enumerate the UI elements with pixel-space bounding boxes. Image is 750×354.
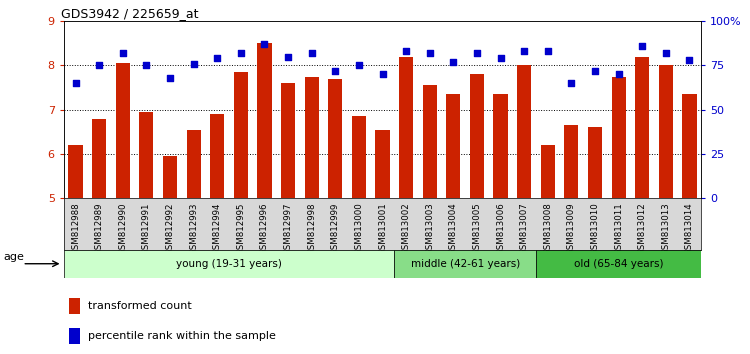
Point: [660, 50, 672, 56]
Text: GSM812990: GSM812990: [118, 202, 128, 255]
Bar: [69, 297, 80, 314]
Bar: [163, 156, 177, 198]
Text: GSM813002: GSM813002: [401, 202, 410, 255]
Bar: [257, 44, 272, 198]
Bar: [611, 76, 626, 198]
Bar: [541, 145, 555, 198]
Point: [424, 50, 436, 56]
Text: age: age: [3, 252, 24, 263]
Text: GSM813001: GSM813001: [378, 202, 387, 255]
Point: [494, 56, 506, 61]
Text: GSM813014: GSM813014: [685, 202, 694, 255]
Point: [93, 63, 105, 68]
Point: [188, 61, 200, 67]
Text: GSM812993: GSM812993: [189, 202, 198, 255]
Text: GSM813012: GSM813012: [638, 202, 646, 255]
Text: GSM813008: GSM813008: [543, 202, 552, 255]
Bar: [69, 327, 80, 344]
Text: GSM812999: GSM812999: [331, 202, 340, 255]
Point: [282, 54, 294, 59]
Bar: [187, 130, 201, 198]
Point: [471, 50, 483, 56]
Bar: [536, 250, 701, 278]
Point: [329, 68, 341, 74]
Point: [566, 80, 578, 86]
Bar: [564, 125, 578, 198]
Text: GSM812994: GSM812994: [213, 202, 222, 255]
Bar: [64, 250, 394, 278]
Text: GSM812995: GSM812995: [236, 202, 245, 255]
Bar: [635, 57, 650, 198]
Text: GSM813013: GSM813013: [662, 202, 670, 255]
Point: [117, 50, 129, 56]
Bar: [116, 63, 130, 198]
Bar: [682, 94, 697, 198]
Text: GSM813005: GSM813005: [472, 202, 482, 255]
Bar: [423, 85, 436, 198]
Bar: [352, 116, 366, 198]
Bar: [68, 145, 82, 198]
Bar: [658, 65, 673, 198]
Bar: [470, 74, 484, 198]
Bar: [494, 94, 508, 198]
Text: GSM813010: GSM813010: [590, 202, 599, 255]
Bar: [394, 250, 536, 278]
Bar: [304, 76, 319, 198]
Point: [306, 50, 318, 56]
Point: [542, 48, 554, 54]
Bar: [328, 79, 342, 198]
Point: [518, 48, 530, 54]
Point: [613, 72, 625, 77]
Point: [683, 57, 695, 63]
Text: GSM813011: GSM813011: [614, 202, 623, 255]
Text: GSM812989: GSM812989: [94, 202, 104, 255]
Text: GSM813009: GSM813009: [567, 202, 576, 255]
Text: GSM813003: GSM813003: [425, 202, 434, 255]
Text: GSM812997: GSM812997: [284, 202, 292, 255]
Bar: [446, 94, 460, 198]
Point: [259, 41, 271, 47]
Point: [589, 68, 601, 74]
Text: GSM812996: GSM812996: [260, 202, 269, 255]
Text: GSM813007: GSM813007: [520, 202, 529, 255]
Text: young (19-31 years): young (19-31 years): [176, 259, 282, 269]
Text: transformed count: transformed count: [88, 301, 192, 311]
Point: [211, 56, 223, 61]
Point: [164, 75, 176, 81]
Point: [447, 59, 459, 65]
Text: old (65-84 years): old (65-84 years): [574, 259, 663, 269]
Bar: [281, 83, 296, 198]
Point: [353, 63, 365, 68]
Point: [636, 43, 648, 49]
Bar: [376, 130, 389, 198]
Text: GSM813006: GSM813006: [496, 202, 505, 255]
Text: GSM813000: GSM813000: [355, 202, 364, 255]
Point: [235, 50, 247, 56]
Bar: [588, 127, 602, 198]
Text: GDS3942 / 225659_at: GDS3942 / 225659_at: [61, 7, 198, 20]
Point: [70, 80, 82, 86]
Bar: [234, 72, 248, 198]
Text: GSM812988: GSM812988: [71, 202, 80, 255]
Text: GSM812998: GSM812998: [308, 202, 316, 255]
Bar: [210, 114, 224, 198]
Text: percentile rank within the sample: percentile rank within the sample: [88, 331, 276, 341]
Text: GSM812991: GSM812991: [142, 202, 151, 255]
Bar: [399, 57, 413, 198]
Bar: [92, 119, 106, 198]
Text: GSM812992: GSM812992: [166, 202, 175, 255]
Point: [400, 48, 412, 54]
Point: [140, 63, 152, 68]
Point: [376, 72, 388, 77]
Text: middle (42-61 years): middle (42-61 years): [410, 259, 520, 269]
Bar: [140, 112, 154, 198]
Bar: [517, 65, 531, 198]
Text: GSM813004: GSM813004: [448, 202, 458, 255]
